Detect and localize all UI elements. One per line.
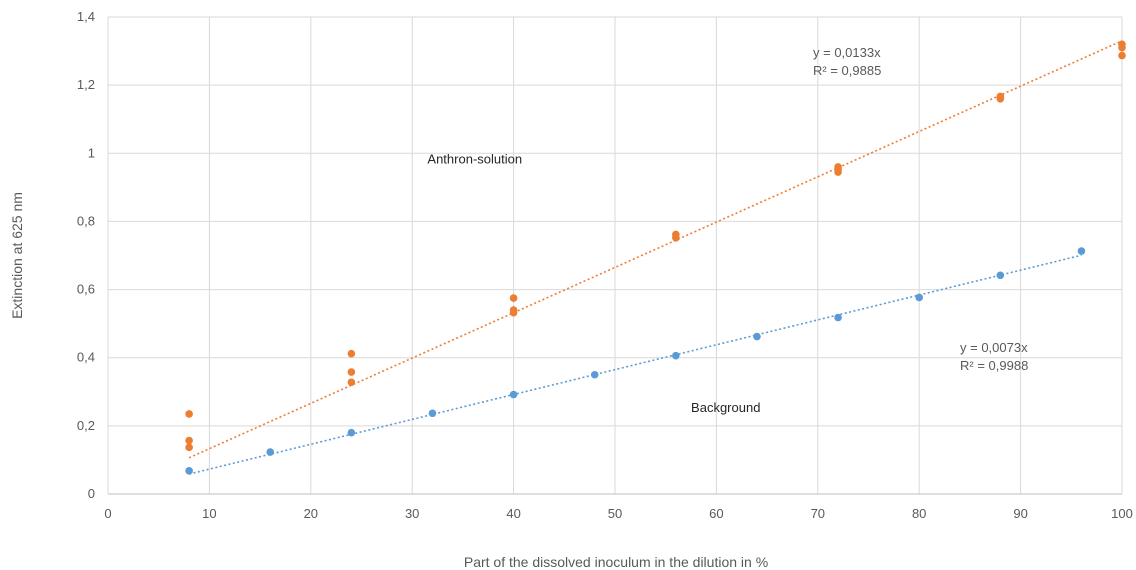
- x-tick-label: 20: [304, 506, 318, 521]
- x-tick-label: 0: [104, 506, 111, 521]
- anthron-series-label: Anthron-solution: [427, 152, 522, 167]
- x-tick-label: 10: [202, 506, 216, 521]
- x-tick-label: 60: [709, 506, 723, 521]
- data-point: [185, 410, 193, 418]
- data-point: [509, 390, 518, 399]
- x-axis-title: Part of the dissolved inoculum in the di…: [464, 554, 768, 570]
- x-tick-label: 90: [1013, 506, 1027, 521]
- trendline: [188, 40, 1123, 459]
- annotations: y = 0,0133x R² = 0,9885 y = 0,0073x R² =…: [427, 45, 1028, 415]
- anthron-r2: R² = 0,9885: [813, 63, 881, 78]
- trendline: [188, 254, 1082, 475]
- data-point: [347, 378, 356, 387]
- data-point: [1118, 43, 1126, 52]
- x-tick-label: 50: [608, 506, 622, 521]
- data-point: [590, 370, 599, 379]
- background-equation: y = 0,0073x: [960, 340, 1028, 355]
- x-tick-label: 30: [405, 506, 419, 521]
- data-point: [185, 436, 193, 445]
- data-point: [428, 409, 437, 418]
- data-point: [347, 368, 356, 376]
- y-tick-label: 0,4: [77, 350, 95, 365]
- x-tick-label: 70: [811, 506, 825, 521]
- data-point: [1077, 247, 1086, 255]
- data-point: [672, 351, 680, 360]
- x-tick-label: 40: [506, 506, 520, 521]
- data-point: [509, 308, 518, 317]
- data-point: [996, 271, 1005, 280]
- data-point: [915, 293, 923, 302]
- y-axis-title: Extinction at 625 nm: [9, 192, 25, 319]
- y-tick-label: 0,6: [77, 282, 95, 297]
- data-point: [185, 467, 193, 475]
- data-points: [185, 40, 1126, 475]
- background-r2: R² = 0,9988: [960, 358, 1028, 373]
- data-point: [834, 168, 842, 176]
- y-tick-label: 1: [88, 145, 95, 160]
- background-series-label: Background: [691, 400, 760, 415]
- data-point: [672, 233, 680, 242]
- x-tick-label: 80: [912, 506, 926, 521]
- x-tick-label: 100: [1111, 506, 1133, 521]
- grid: [108, 16, 1123, 494]
- data-point: [266, 448, 275, 456]
- data-point: [185, 443, 193, 452]
- y-tick-label: 1,2: [77, 77, 95, 92]
- data-point: [347, 349, 356, 358]
- y-tick-label: 0,8: [77, 213, 95, 228]
- data-point: [753, 332, 761, 341]
- anthron-equation: y = 0,0133x: [813, 45, 881, 60]
- data-point: [347, 428, 356, 437]
- axes: [107, 17, 1122, 495]
- data-point: [509, 294, 518, 302]
- data-point: [834, 313, 842, 322]
- data-point: [1118, 51, 1126, 60]
- y-tick-label: 1,4: [77, 9, 95, 24]
- y-tick-label: 0,2: [77, 418, 95, 433]
- y-tick-label: 0: [88, 486, 95, 501]
- tick-labels: 0 10 20 30 40 50 60 70 80 90 100 0 0,2 0,4 0,6 0,8 1 1,2 1…: [77, 9, 1133, 521]
- trendlines: [188, 40, 1123, 475]
- data-point: [996, 94, 1005, 103]
